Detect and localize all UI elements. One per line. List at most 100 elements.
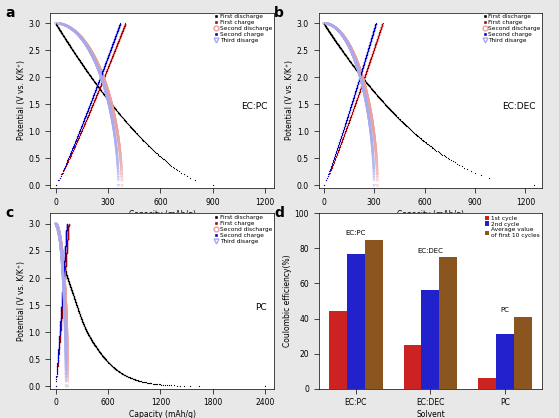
Point (61, 260, 70, 267)
Point (69, 145, 78, 152)
Point (360, 74, 369, 81)
Point (62, 227, 71, 234)
Point (352, 98, 361, 104)
Point (320, 22, 329, 29)
Point (103, 85, 112, 92)
Point (63, 338, 72, 344)
Point (61, 234, 70, 240)
Point (57, 251, 66, 258)
Point (361, 54, 370, 61)
Point (107, 98, 116, 105)
Point (117, 31, 126, 38)
Point (324, 27, 333, 33)
Point (385, 106, 394, 112)
Point (53, 223, 61, 229)
Point (63, 237, 72, 244)
Point (56, 235, 65, 242)
Point (371, 21, 380, 28)
Point (363, 50, 372, 56)
Point (109, 38, 118, 45)
Point (369, 125, 378, 131)
Point (335, 140, 344, 146)
Point (111, 115, 120, 122)
Point (363, 49, 372, 56)
Point (371, 90, 380, 97)
Point (368, 87, 377, 94)
Point (54, 353, 63, 360)
Point (113, 129, 122, 136)
Point (368, 30, 377, 37)
Point (375, 30, 384, 36)
Point (371, 20, 380, 27)
Point (60, 259, 69, 265)
Point (79, 63, 88, 70)
Point (87, 74, 96, 81)
Point (369, 125, 378, 132)
Point (354, 64, 363, 70)
Point (61, 362, 70, 368)
Point (367, 111, 376, 117)
Point (103, 84, 112, 91)
Point (92, 58, 101, 64)
Point (101, 59, 110, 66)
Point (359, 89, 368, 96)
Point (61, 326, 70, 333)
Point (95, 69, 104, 76)
Point (346, 105, 355, 112)
Point (103, 64, 112, 71)
Point (59, 287, 68, 294)
Point (97, 68, 106, 74)
Point (53, 369, 61, 375)
Point (61, 246, 70, 253)
Point (81, 112, 90, 119)
Point (117, 30, 126, 37)
Point (366, 127, 375, 134)
Point (369, 129, 378, 136)
Point (334, 28, 343, 34)
Point (101, 70, 110, 77)
Point (73, 304, 82, 311)
Point (120, 23, 129, 30)
Point (54, 227, 63, 234)
Point (78, 121, 87, 127)
Point (345, 58, 354, 64)
Point (77, 35, 86, 42)
Point (59, 32, 68, 39)
Point (363, 105, 372, 112)
Point (59, 274, 68, 281)
Point (346, 114, 355, 121)
Point (56, 329, 65, 335)
Point (117, 171, 126, 177)
Point (77, 34, 86, 41)
Point (116, 150, 125, 156)
Point (341, 38, 350, 44)
Point (68, 149, 77, 155)
Point (91, 88, 100, 94)
Point (361, 96, 370, 103)
Point (363, 110, 372, 117)
Point (71, 138, 80, 145)
Point (112, 29, 121, 36)
Point (348, 61, 357, 68)
Point (60, 277, 69, 284)
Point (352, 62, 361, 69)
Point (55, 326, 64, 333)
Point (80, 40, 89, 46)
Point (347, 110, 356, 117)
Point (439, 152, 448, 159)
Point (87, 74, 96, 81)
Point (356, 74, 364, 81)
Point (326, 31, 335, 38)
Point (111, 140, 120, 147)
Point (353, 58, 362, 65)
Point (374, 33, 383, 39)
Point (105, 105, 114, 112)
Point (69, 145, 78, 151)
Point (63, 326, 72, 332)
Point (103, 94, 112, 101)
Point (64, 228, 73, 234)
Point (54, 347, 63, 353)
Point (84, 44, 93, 51)
Point (69, 294, 78, 301)
Point (111, 117, 120, 123)
